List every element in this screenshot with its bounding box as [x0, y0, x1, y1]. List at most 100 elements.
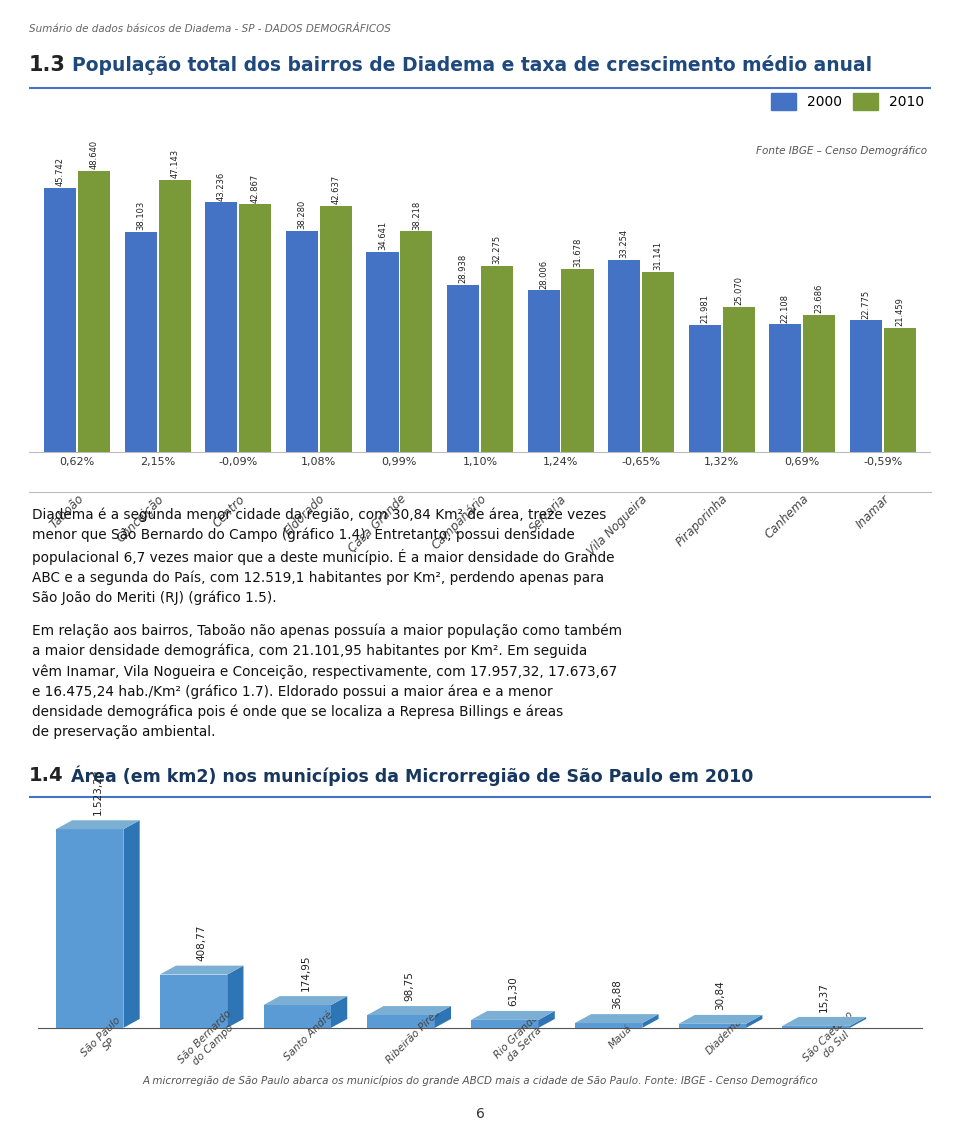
Polygon shape	[850, 1017, 866, 1028]
Text: 38.218: 38.218	[412, 200, 420, 230]
Text: 34.641: 34.641	[378, 221, 387, 250]
Text: 45.742: 45.742	[56, 157, 64, 186]
Polygon shape	[746, 1015, 762, 1028]
Polygon shape	[679, 1015, 762, 1023]
Text: Centro: Centro	[210, 492, 248, 530]
Text: 23.686: 23.686	[815, 284, 824, 314]
Text: Rio Grande
da Serra: Rio Grande da Serra	[492, 1012, 549, 1069]
Text: 25.070: 25.070	[734, 276, 743, 306]
Text: 1,08%: 1,08%	[301, 456, 337, 466]
Text: 1.3: 1.3	[29, 55, 65, 75]
Bar	[44, 188, 77, 452]
Text: 0,62%: 0,62%	[60, 456, 95, 466]
Bar	[239, 205, 272, 452]
Bar	[125, 232, 156, 452]
Text: 31.141: 31.141	[654, 241, 662, 271]
Text: 1,24%: 1,24%	[543, 456, 578, 466]
Text: 21.459: 21.459	[896, 298, 904, 326]
Text: 408,77: 408,77	[197, 924, 206, 961]
Text: Diadema é a segunda menor cidade da região, com 30,84 Km² de área, treze vezes
m: Diadema é a segunda menor cidade da regi…	[32, 507, 614, 606]
Bar	[688, 325, 721, 452]
Text: -0,65%: -0,65%	[621, 456, 660, 466]
Text: 1.523,28: 1.523,28	[93, 769, 103, 815]
Text: 0,99%: 0,99%	[382, 456, 417, 466]
Text: 6: 6	[475, 1107, 485, 1121]
Bar	[481, 266, 513, 452]
Bar	[723, 307, 755, 452]
Text: 42.637: 42.637	[331, 174, 340, 204]
Polygon shape	[159, 975, 228, 1028]
Polygon shape	[331, 996, 348, 1028]
Text: 21.981: 21.981	[700, 294, 709, 324]
Bar	[642, 272, 674, 452]
Text: 28.006: 28.006	[540, 259, 548, 289]
Text: -0,59%: -0,59%	[863, 456, 902, 466]
Text: Canhema: Canhema	[762, 492, 811, 541]
Text: -0,09%: -0,09%	[219, 456, 258, 466]
Bar	[78, 171, 110, 452]
Text: 22.108: 22.108	[780, 293, 790, 323]
Text: Campanário: Campanário	[429, 492, 490, 552]
Polygon shape	[124, 821, 140, 1028]
Text: 38.103: 38.103	[136, 201, 145, 230]
Polygon shape	[679, 1023, 746, 1028]
Polygon shape	[159, 966, 244, 975]
Bar	[320, 206, 352, 452]
Text: Em relação aos bairros, Taboão não apenas possuía a maior população como também
: Em relação aos bairros, Taboão não apena…	[32, 624, 622, 739]
Text: 1,32%: 1,32%	[704, 456, 739, 466]
Polygon shape	[264, 996, 348, 1005]
Polygon shape	[471, 1011, 555, 1020]
Text: Taboão: Taboão	[47, 492, 86, 532]
Text: Diadema: Diadema	[704, 1017, 744, 1056]
Text: 174,95: 174,95	[300, 954, 310, 990]
Text: Piraporinha: Piraporinha	[674, 492, 731, 549]
Text: Área (em km2) nos municípios da Microrregião de São Paulo em 2010: Área (em km2) nos municípios da Microrre…	[71, 765, 754, 787]
Text: 33.254: 33.254	[620, 229, 629, 258]
Text: População total dos bairros de Diadema e taxa de crescimento médio anual: População total dos bairros de Diadema e…	[72, 55, 873, 75]
Bar	[528, 290, 560, 452]
Polygon shape	[575, 1014, 659, 1023]
Text: 48.640: 48.640	[89, 140, 99, 170]
Polygon shape	[539, 1011, 555, 1028]
Bar	[367, 252, 398, 452]
Text: Casa Grande: Casa Grande	[346, 492, 409, 556]
Text: Sumário de dados básicos de Diadema - SP - DADOS DEMOGRÁFICOS: Sumário de dados básicos de Diadema - SP…	[29, 24, 391, 34]
Text: A microrregião de São Paulo abarca os municípios do grande ABCD mais a cidade de: A microrregião de São Paulo abarca os mu…	[142, 1075, 818, 1087]
Polygon shape	[471, 1020, 539, 1028]
Text: 42.867: 42.867	[251, 173, 260, 203]
Text: 30,84: 30,84	[715, 980, 726, 1010]
Bar	[608, 260, 640, 452]
Text: 31.678: 31.678	[573, 238, 582, 267]
Polygon shape	[782, 1017, 866, 1026]
Polygon shape	[642, 1014, 659, 1028]
Text: Ribeirão Pires: Ribeirão Pires	[384, 1007, 442, 1065]
Polygon shape	[56, 821, 140, 829]
Text: 43.236: 43.236	[217, 171, 226, 200]
Text: 1,10%: 1,10%	[463, 456, 497, 466]
Text: 15,37: 15,37	[819, 981, 829, 1012]
Text: Conceição: Conceição	[114, 492, 167, 544]
Bar	[883, 328, 916, 452]
Text: 47.143: 47.143	[170, 149, 180, 178]
Text: Inamar: Inamar	[853, 492, 892, 531]
Bar	[400, 231, 432, 452]
Bar	[769, 325, 802, 452]
Legend: 2000, 2010: 2000, 2010	[771, 93, 924, 110]
Text: Eldorado: Eldorado	[282, 492, 328, 539]
Bar	[804, 315, 835, 452]
Text: São Paulo
SP: São Paulo SP	[80, 1015, 132, 1066]
Text: 32.275: 32.275	[492, 234, 501, 264]
Text: 61,30: 61,30	[508, 976, 518, 1006]
Polygon shape	[435, 1006, 451, 1028]
Text: Mauá: Mauá	[607, 1023, 634, 1050]
Polygon shape	[264, 1005, 331, 1028]
Text: 0,69%: 0,69%	[784, 456, 820, 466]
Bar	[286, 231, 318, 452]
Polygon shape	[56, 829, 124, 1028]
Polygon shape	[228, 966, 244, 1028]
Text: 98,75: 98,75	[404, 971, 414, 1001]
Bar	[850, 320, 882, 452]
Text: Serraria: Serraria	[527, 492, 570, 535]
Polygon shape	[782, 1026, 850, 1028]
Text: 28.938: 28.938	[459, 254, 468, 283]
